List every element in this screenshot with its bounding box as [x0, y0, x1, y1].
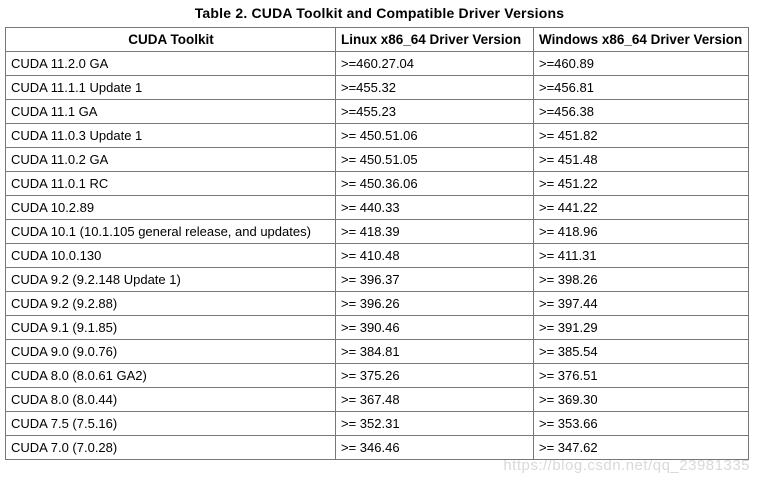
- cell-cuda-toolkit: CUDA 11.0.3 Update 1: [5, 123, 336, 148]
- cell-cuda-toolkit: CUDA 7.5 (7.5.16): [5, 411, 336, 436]
- watermark: https://blog.csdn.net/qq_23981335: [503, 457, 750, 474]
- cell-cuda-toolkit: CUDA 8.0 (8.0.44): [5, 387, 336, 412]
- cell-cuda-toolkit: CUDA 9.0 (9.0.76): [5, 339, 336, 364]
- cell-linux-driver: >= 375.26: [335, 363, 534, 388]
- table-row: CUDA 11.1 GA >=455.23 >=456.38: [5, 99, 749, 124]
- cell-cuda-toolkit: CUDA 9.2 (9.2.88): [5, 291, 336, 316]
- cell-cuda-toolkit: CUDA 9.2 (9.2.148 Update 1): [5, 267, 336, 292]
- table-row: CUDA 8.0 (8.0.61 GA2) >= 375.26 >= 376.51: [5, 363, 749, 388]
- cell-linux-driver: >= 450.36.06: [335, 171, 534, 196]
- cell-linux-driver: >= 352.31: [335, 411, 534, 436]
- table-row: CUDA 11.1.1 Update 1 >=455.32 >=456.81: [5, 75, 749, 100]
- table-header-row: CUDA Toolkit Linux x86_64 Driver Version…: [5, 27, 749, 52]
- table-row: CUDA 9.2 (9.2.88) >= 396.26 >= 397.44: [5, 291, 749, 316]
- cell-windows-driver: >= 347.62: [533, 435, 749, 460]
- cell-linux-driver: >= 450.51.05: [335, 147, 534, 172]
- cell-windows-driver: >=456.38: [533, 99, 749, 124]
- cell-linux-driver: >= 440.33: [335, 195, 534, 220]
- cell-windows-driver: >= 411.31: [533, 243, 749, 268]
- cell-linux-driver: >= 450.51.06: [335, 123, 534, 148]
- cell-linux-driver: >=455.23: [335, 99, 534, 124]
- cell-windows-driver: >= 397.44: [533, 291, 749, 316]
- table-caption: Table 2. CUDA Toolkit and Compatible Dri…: [194, 5, 565, 21]
- cell-linux-driver: >=455.32: [335, 75, 534, 100]
- table-row: CUDA 11.0.1 RC >= 450.36.06 >= 451.22: [5, 171, 749, 196]
- column-header-cuda-toolkit: CUDA Toolkit: [5, 27, 336, 52]
- cell-cuda-toolkit: CUDA 10.0.130: [5, 243, 336, 268]
- cell-cuda-toolkit: CUDA 11.0.2 GA: [5, 147, 336, 172]
- table-row: CUDA 11.2.0 GA >=460.27.04 >=460.89: [5, 51, 749, 76]
- table-body: CUDA 11.2.0 GA >=460.27.04 >=460.89 CUDA 11…: [5, 51, 749, 460]
- cell-linux-driver: >= 384.81: [335, 339, 534, 364]
- cell-windows-driver: >= 385.54: [533, 339, 749, 364]
- cell-windows-driver: >= 369.30: [533, 387, 749, 412]
- cell-windows-driver: >= 391.29: [533, 315, 749, 340]
- cell-cuda-toolkit: CUDA 11.0.1 RC: [5, 171, 336, 196]
- cell-cuda-toolkit: CUDA 11.1.1 Update 1: [5, 75, 336, 100]
- cell-cuda-toolkit: CUDA 7.0 (7.0.28): [5, 435, 336, 460]
- cell-windows-driver: >=460.89: [533, 51, 749, 76]
- table-row: CUDA 8.0 (8.0.44) >= 367.48 >= 369.30: [5, 387, 749, 412]
- table-row: CUDA 10.1 (10.1.105 general release, and…: [5, 219, 749, 244]
- column-header-windows-driver: Windows x86_64 Driver Version: [533, 27, 749, 52]
- cell-linux-driver: >= 410.48: [335, 243, 534, 268]
- table-row: CUDA 9.0 (9.0.76) >= 384.81 >= 385.54: [5, 339, 749, 364]
- cell-linux-driver: >= 367.48: [335, 387, 534, 412]
- cell-windows-driver: >=456.81: [533, 75, 749, 100]
- cell-cuda-toolkit: CUDA 10.2.89: [5, 195, 336, 220]
- cell-windows-driver: >= 398.26: [533, 267, 749, 292]
- cell-linux-driver: >= 390.46: [335, 315, 534, 340]
- table-row: CUDA 7.0 (7.0.28) >= 346.46 >= 347.62: [5, 435, 749, 460]
- table-row: CUDA 9.1 (9.1.85) >= 390.46 >= 391.29: [5, 315, 749, 340]
- cell-windows-driver: >= 441.22: [533, 195, 749, 220]
- cell-linux-driver: >= 396.26: [335, 291, 534, 316]
- table-row: CUDA 11.0.3 Update 1 >= 450.51.06 >= 451.8…: [5, 123, 749, 148]
- cell-windows-driver: >= 353.66: [533, 411, 749, 436]
- cell-windows-driver: >= 376.51: [533, 363, 749, 388]
- cell-cuda-toolkit: CUDA 8.0 (8.0.61 GA2): [5, 363, 336, 388]
- cell-linux-driver: >= 346.46: [335, 435, 534, 460]
- table-row: CUDA 10.0.130 >= 410.48 >= 411.31: [5, 243, 749, 268]
- column-header-linux-driver: Linux x86_64 Driver Version: [335, 27, 534, 52]
- table-container: CUDA Toolkit Linux x86_64 Driver Version…: [5, 27, 759, 460]
- cell-windows-driver: >= 451.82: [533, 123, 749, 148]
- cell-cuda-toolkit: CUDA 9.1 (9.1.85): [5, 315, 336, 340]
- cell-linux-driver: >=460.27.04: [335, 51, 534, 76]
- cell-windows-driver: >= 418.96: [533, 219, 749, 244]
- cuda-driver-table: CUDA Toolkit Linux x86_64 Driver Version…: [5, 27, 749, 460]
- table-row: CUDA 10.2.89 >= 440.33 >= 441.22: [5, 195, 749, 220]
- cell-cuda-toolkit: CUDA 10.1 (10.1.105 general release, and…: [5, 219, 336, 244]
- cell-cuda-toolkit: CUDA 11.2.0 GA: [5, 51, 336, 76]
- cell-linux-driver: >= 418.39: [335, 219, 534, 244]
- cell-windows-driver: >= 451.22: [533, 171, 749, 196]
- cell-linux-driver: >= 396.37: [335, 267, 534, 292]
- table-row: CUDA 7.5 (7.5.16) >= 352.31 >= 353.66: [5, 411, 749, 436]
- table-row: CUDA 9.2 (9.2.148 Update 1) >= 396.37 >= 3…: [5, 267, 749, 292]
- cell-windows-driver: >= 451.48: [533, 147, 749, 172]
- table-row: CUDA 11.0.2 GA >= 450.51.05 >= 451.48: [5, 147, 749, 172]
- cell-cuda-toolkit: CUDA 11.1 GA: [5, 99, 336, 124]
